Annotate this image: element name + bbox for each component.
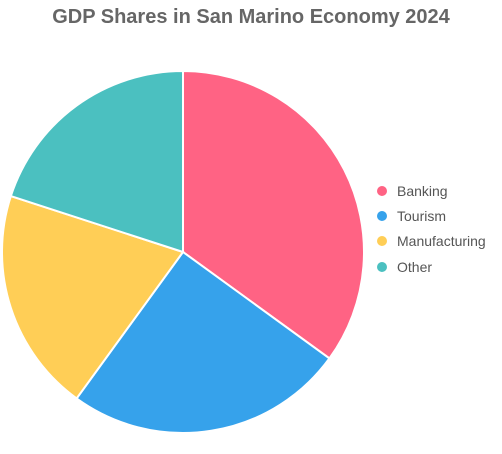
pie-slice-banking[interactable] [182, 69, 365, 360]
legend-item-banking[interactable]: Banking [377, 178, 486, 203]
legend-item-manufacturing[interactable]: Manufacturing [377, 229, 486, 254]
pie-slice-manufacturing[interactable] [1, 194, 185, 400]
legend-label: Manufacturing [397, 233, 486, 250]
legend-label: Banking [397, 182, 448, 199]
legend-swatch [377, 236, 387, 247]
legend-swatch [377, 185, 387, 196]
pie-slice-tourism[interactable] [75, 250, 331, 434]
legend-item-other[interactable]: Other [377, 254, 486, 279]
chart-title: GDP Shares in San Marino Economy 2024 [52, 6, 450, 28]
legend-swatch [377, 261, 387, 272]
legend: Banking Tourism Manufacturing Other [377, 178, 486, 279]
legend-swatch [377, 210, 387, 221]
legend-label: Tourism [397, 207, 447, 224]
pie-slice-other[interactable] [9, 69, 184, 254]
legend-label: Other [397, 258, 433, 275]
legend-item-tourism[interactable]: Tourism [377, 203, 486, 228]
